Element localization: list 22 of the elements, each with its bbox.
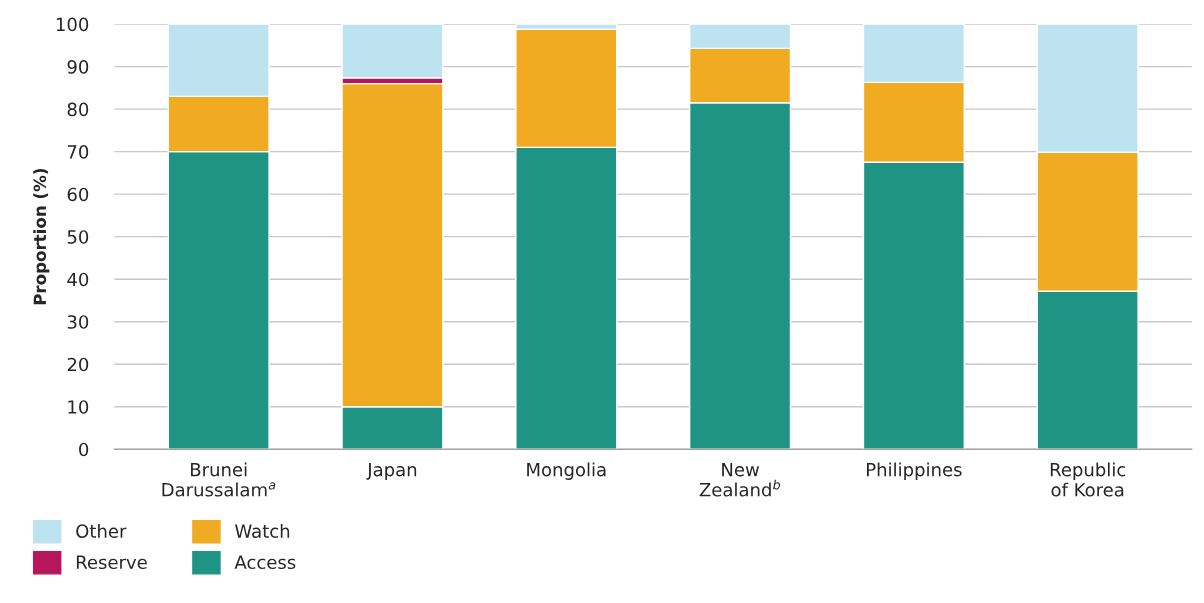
x-tick-label: New Zealand$^{b}$: [699, 462, 781, 497]
y-tick-label: 60: [67, 187, 89, 202]
x-tick-label: Philippines: [867, 462, 962, 480]
x-tick-label: Japan: [366, 462, 417, 480]
legend-label: Watch: [235, 524, 290, 538]
y-axis-title: Proportion (%): [33, 169, 50, 305]
x-tick-label: Mongolia: [527, 462, 606, 480]
y-tick-label: 70: [67, 145, 89, 159]
y-tick-label: 30: [67, 315, 89, 329]
y-tick-label: 20: [67, 357, 89, 372]
y-tick-label: 40: [67, 272, 89, 287]
y-tick-label: 50: [67, 230, 89, 244]
y-tick-label: 100: [56, 17, 89, 32]
x-tick-label: Brunei Darussalam$^{a}$: [162, 462, 276, 497]
y-tick-label: 90: [67, 60, 89, 74]
y-tick-label: 10: [68, 400, 89, 414]
x-tick-label: Republic of Korea: [1050, 462, 1126, 497]
legend-label: Reserve: [76, 555, 147, 570]
y-tick-label: 80: [67, 102, 89, 117]
legend-label: Access: [234, 555, 296, 570]
y-tick-label: 0: [79, 442, 89, 457]
legend-label: Other: [76, 524, 127, 538]
